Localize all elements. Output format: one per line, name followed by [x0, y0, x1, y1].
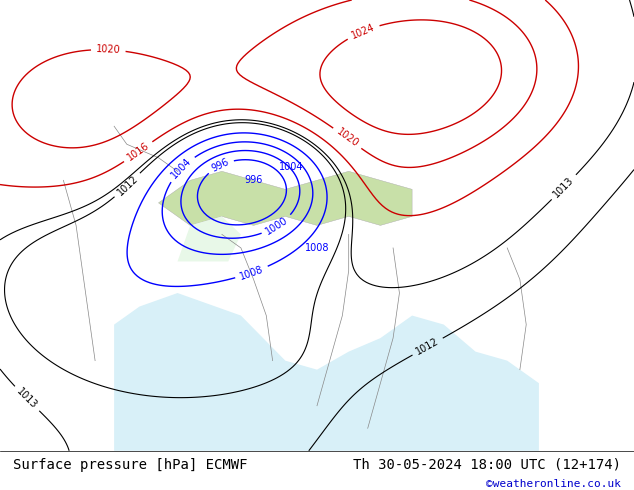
Text: 996: 996: [210, 157, 231, 174]
Text: Surface pressure [hPa] ECMWF: Surface pressure [hPa] ECMWF: [13, 458, 247, 471]
Text: ©weatheronline.co.uk: ©weatheronline.co.uk: [486, 479, 621, 489]
Text: 1020: 1020: [334, 127, 360, 149]
Text: 1012: 1012: [115, 173, 140, 197]
Text: Th 30-05-2024 18:00 UTC (12+174): Th 30-05-2024 18:00 UTC (12+174): [353, 458, 621, 471]
Text: 1016: 1016: [126, 141, 151, 163]
Polygon shape: [158, 172, 412, 225]
Text: 1004: 1004: [169, 156, 193, 181]
Text: 1008: 1008: [305, 243, 329, 253]
Text: 1013: 1013: [552, 175, 576, 199]
Text: 1004: 1004: [280, 162, 304, 172]
Text: 996: 996: [245, 175, 262, 185]
Text: 1008: 1008: [238, 264, 265, 281]
Polygon shape: [178, 217, 241, 262]
Text: 1013: 1013: [15, 387, 39, 411]
Text: 1020: 1020: [96, 44, 121, 55]
Text: 1000: 1000: [264, 215, 290, 237]
Text: 1012: 1012: [415, 336, 441, 357]
Text: 1024: 1024: [350, 22, 377, 41]
